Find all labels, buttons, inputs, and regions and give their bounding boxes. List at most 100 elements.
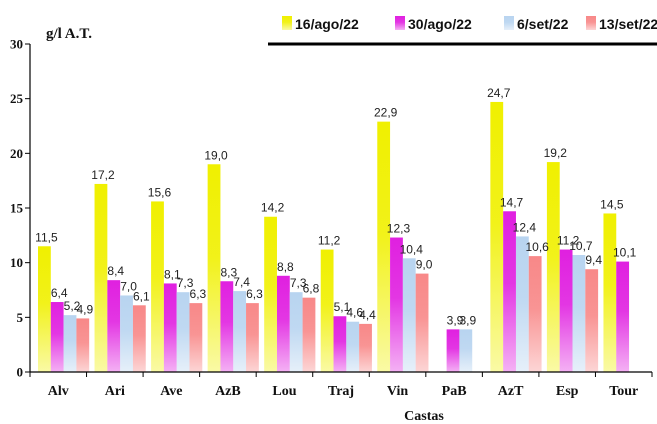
y-axis-label: g/l A.T. [46,26,92,42]
y-tick-label: 25 [10,91,24,106]
data-label: 3,9 [459,313,476,327]
bar [528,256,542,372]
data-label: 19,0 [204,148,228,162]
data-label: 14,7 [500,195,524,209]
legend-swatch [586,16,596,30]
bar [163,283,177,372]
data-label: 6,3 [190,287,207,301]
bar [220,281,234,372]
y-tick-label: 5 [17,310,24,325]
x-tick-label: Ave [160,384,182,399]
y-axis-ticks: 0 5 10 15 20 25 30 [10,37,30,380]
bar [38,246,51,372]
data-label: 9,0 [416,258,433,272]
x-tick-label: AzB [215,384,241,399]
legend-label: 13/set/22 [599,16,657,32]
data-label: 7,4 [233,275,250,289]
x-tick-label: Ari [105,384,125,399]
data-label: 10,7 [569,239,593,253]
bar [302,297,316,372]
bar [246,303,259,372]
y-tick-label: 10 [10,255,23,270]
data-label: 7,0 [120,279,137,293]
data-labels: 11,5 17,2 15,6 19,0 14,2 11,2 22,9 24,7 19,2 14,5… [35,86,636,327]
data-label: 12,3 [387,222,411,236]
x-tick-label: Alv [48,384,69,399]
bar [616,261,630,372]
y-tick-label: 30 [10,37,23,52]
data-label: 11,2 [318,234,341,248]
data-label: 10,6 [525,240,549,254]
bar [515,236,529,372]
bars [38,101,630,373]
x-tick-label: Lou [272,384,296,399]
legend: 16/ago/22 30/ago/22 6/set/22 13/set/22 [268,16,657,46]
data-label: 11,2 [557,234,580,248]
bar [503,211,516,372]
bar [390,237,403,372]
bar [176,292,190,372]
data-label: 14,2 [261,201,285,215]
bar [346,321,360,372]
x-axis-ticks: Alv Ari Ave AzB Lou Traj Vin PaB AzT Esp Tour [29,372,653,399]
data-label: 6,1 [133,289,150,303]
data-label: 6,8 [303,282,320,296]
bar [333,316,347,372]
data-label: 17,2 [91,168,115,182]
legend-swatch [504,16,514,30]
bar [459,329,473,372]
bar [446,329,460,372]
legend-swatch [395,16,405,30]
bar [402,258,416,372]
bar [289,292,303,372]
x-tick-label: PaB [442,384,467,399]
legend-label: 16/ago/22 [295,16,359,32]
x-tick-label: Vin [387,384,408,399]
bar [63,315,77,372]
data-label: 3,9 [447,313,464,327]
bar [107,280,121,372]
bar [207,164,221,372]
x-tick-label: Esp [556,384,579,399]
bar [94,183,108,372]
data-label: 8,8 [277,260,294,274]
bar [546,162,560,372]
data-label: 22,9 [374,106,398,120]
data-label: 19,2 [544,146,568,160]
data-label: 4,4 [359,308,376,322]
bar [76,318,90,372]
legend-label: 30/ago/22 [408,16,472,32]
x-tick-label: Traj [328,384,354,399]
y-tick-label: 20 [10,146,23,161]
data-label: 5,2 [64,299,81,313]
bar [585,269,599,372]
bar [572,255,586,372]
bar [276,275,290,372]
data-label: 9,4 [585,253,602,267]
data-label: 12,4 [513,220,537,234]
bar [132,305,146,372]
data-label: 14,5 [600,197,624,211]
data-label: 24,7 [487,86,511,100]
data-label: 5,1 [334,300,351,314]
y-tick-label: 15 [10,201,24,216]
bar [377,121,391,372]
data-label: 15,6 [148,185,172,199]
data-label: 10,4 [400,242,424,256]
data-label: 10,1 [613,246,637,260]
bar [189,303,203,372]
data-label: 8,1 [164,267,181,281]
x-tick-label: AzT [498,384,524,399]
bar [151,201,164,372]
data-label: 8,4 [107,264,124,278]
legend-label: 6/set/22 [517,16,569,32]
bar [120,295,133,372]
bar [415,273,429,372]
legend-swatch [282,16,292,30]
bar [320,249,334,372]
data-label: 11,5 [35,230,58,244]
data-label: 8,3 [220,265,237,279]
data-label: 7,3 [177,276,194,290]
data-label: 4,9 [76,302,93,316]
